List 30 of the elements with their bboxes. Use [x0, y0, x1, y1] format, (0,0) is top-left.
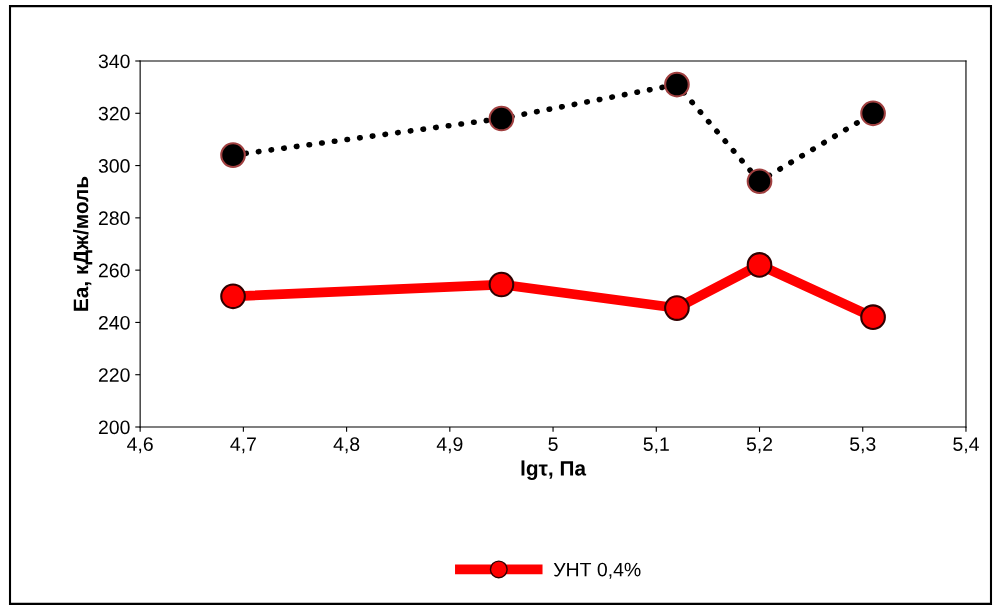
x-tick-label: 5 — [548, 437, 558, 451]
y-tick-label: 240 — [98, 315, 130, 330]
y-tick-label: 200 — [98, 420, 130, 435]
x-axis-title: lgτ, Па — [521, 460, 587, 480]
point — [746, 168, 773, 195]
point — [860, 100, 886, 127]
y-tick-label: 340 — [98, 54, 130, 69]
x-tick-label: 4,9 — [436, 437, 463, 454]
y-tick-label: 260 — [98, 263, 130, 278]
legend-label: УНТ 0,4% — [553, 562, 641, 579]
x-tick-label: 5,1 — [643, 437, 669, 454]
x-tick-label: 5,3 — [850, 437, 876, 454]
point — [488, 271, 515, 298]
x-tick-label: 4,6 — [127, 437, 153, 454]
x-tick-label: 4,8 — [333, 437, 360, 454]
point — [664, 71, 690, 98]
x-tick-label: 5,4 — [953, 437, 979, 454]
point — [488, 105, 515, 132]
point — [664, 295, 690, 321]
x-tick-label: 4,7 — [230, 437, 256, 454]
point — [746, 252, 773, 278]
point — [220, 283, 246, 310]
point — [860, 304, 886, 331]
y-tick-label: 280 — [98, 211, 130, 226]
x-tick-label: 5,2 — [746, 437, 773, 454]
point — [220, 142, 246, 168]
y-axis-title: Ea, кДж/моль — [73, 176, 93, 311]
y-tick-label: 220 — [98, 368, 130, 382]
y-tick-label: 300 — [98, 159, 130, 173]
y-tick-label: 320 — [98, 106, 130, 121]
